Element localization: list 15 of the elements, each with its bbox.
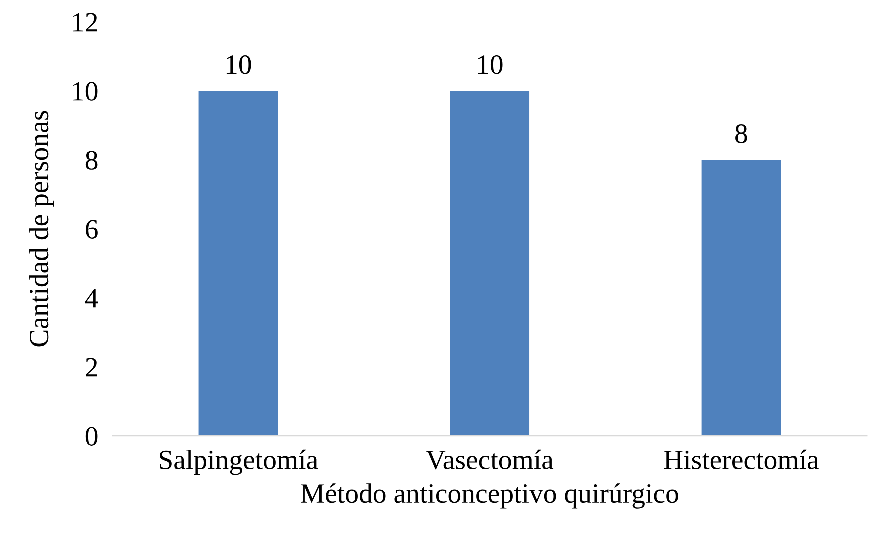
x-axis-title: Método anticonceptivo quirúrgico bbox=[301, 484, 678, 509]
x-tick-label: Vasectomía bbox=[426, 450, 554, 470]
x-tick-label: Salpingetomía bbox=[160, 450, 318, 476]
y-tick-label: 2 bbox=[86, 358, 98, 377]
data-label: 10 bbox=[226, 56, 252, 74]
x-tick-label: Histerectomía bbox=[664, 450, 819, 470]
y-axis-title: Cantidad de personas bbox=[29, 111, 54, 347]
y-tick-label: 6 bbox=[86, 220, 98, 239]
data-label: 10 bbox=[478, 56, 503, 74]
y-tick-label: 10 bbox=[73, 82, 98, 101]
y-tick-label: 12 bbox=[73, 13, 98, 32]
y-tick-label: 0 bbox=[86, 427, 98, 446]
data-label: 8 bbox=[736, 124, 748, 144]
y-tick-label: 8 bbox=[86, 151, 98, 170]
y-tick-label: 4 bbox=[85, 289, 98, 308]
